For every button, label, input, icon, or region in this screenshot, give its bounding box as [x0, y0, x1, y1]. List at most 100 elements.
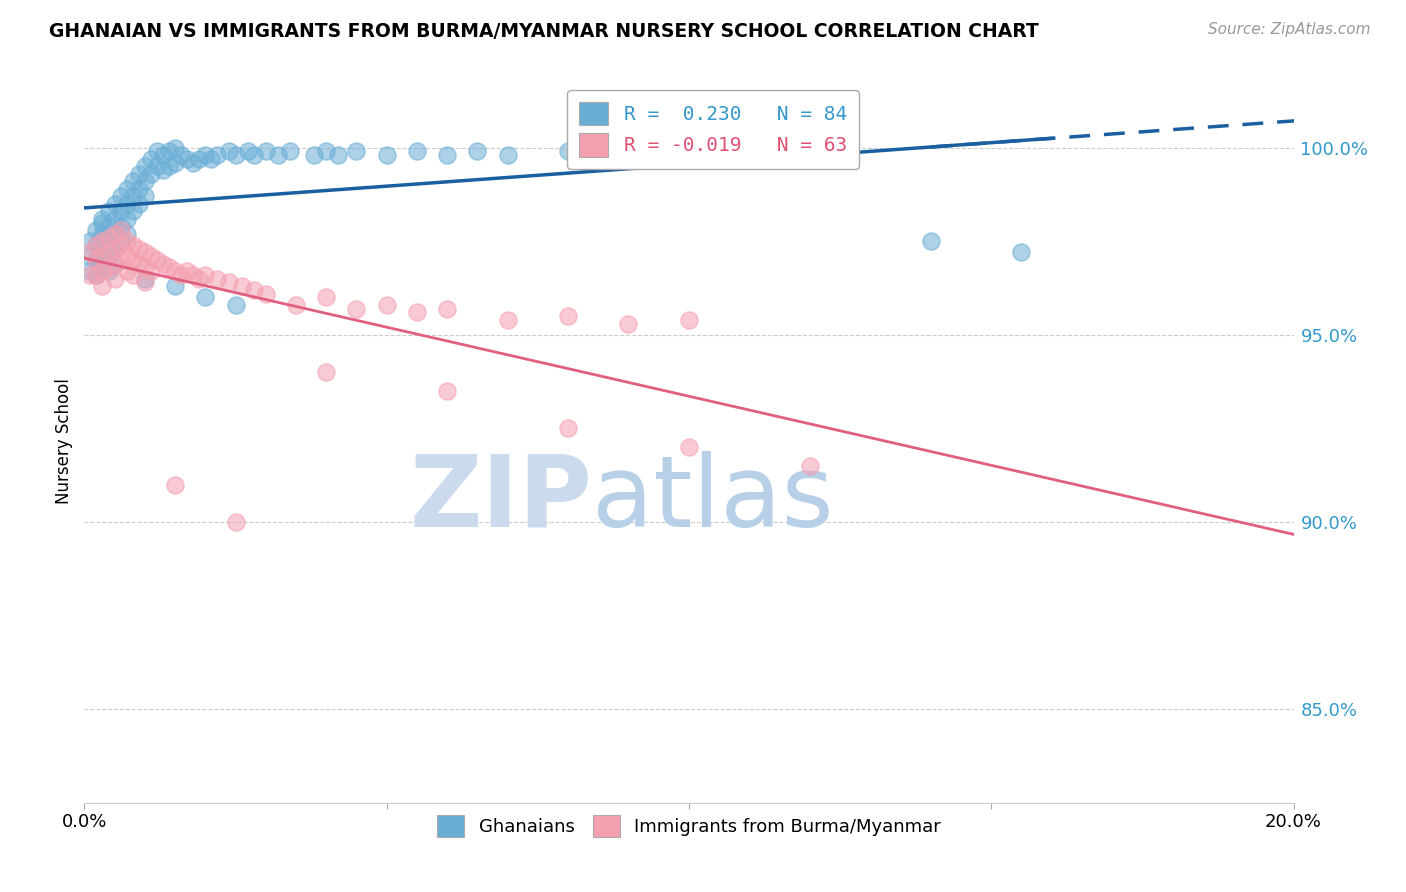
Text: atlas: atlas — [592, 450, 834, 548]
Point — [115, 182, 138, 196]
Point — [799, 458, 821, 473]
Point — [128, 196, 150, 211]
Point — [121, 189, 143, 203]
Point — [157, 145, 180, 159]
Point — [97, 249, 120, 263]
Point — [236, 145, 259, 159]
Point — [134, 260, 156, 275]
Point — [165, 141, 187, 155]
Point — [181, 155, 204, 169]
Point — [121, 238, 143, 252]
Point — [207, 271, 229, 285]
Point — [467, 145, 489, 159]
Point — [278, 145, 301, 159]
Point — [115, 234, 138, 248]
Point — [91, 245, 114, 260]
Point — [194, 148, 217, 162]
Point — [678, 145, 700, 159]
Point — [557, 421, 579, 435]
Point — [152, 163, 174, 178]
Point — [115, 196, 138, 211]
Point — [139, 152, 162, 166]
Point — [134, 245, 156, 260]
Point — [134, 174, 156, 188]
Point — [121, 174, 143, 188]
Point — [104, 242, 127, 256]
Text: GHANAIAN VS IMMIGRANTS FROM BURMA/MYANMAR NURSERY SCHOOL CORRELATION CHART: GHANAIAN VS IMMIGRANTS FROM BURMA/MYANMA… — [49, 22, 1039, 41]
Point — [86, 238, 108, 252]
Point — [194, 268, 217, 282]
Legend: Ghanaians, Immigrants from Burma/Myanmar: Ghanaians, Immigrants from Burma/Myanmar — [430, 808, 948, 845]
Point — [328, 148, 350, 162]
Point — [79, 245, 101, 260]
Point — [121, 268, 143, 282]
Point — [436, 384, 458, 398]
Point — [146, 252, 169, 267]
Point — [86, 223, 108, 237]
Point — [79, 268, 101, 282]
Point — [110, 189, 132, 203]
Point — [188, 271, 211, 285]
Point — [91, 260, 114, 275]
Point — [678, 313, 700, 327]
Point — [110, 219, 132, 234]
Point — [91, 264, 114, 278]
Point — [97, 204, 120, 219]
Point — [557, 309, 579, 323]
Point — [170, 148, 193, 162]
Point — [104, 196, 127, 211]
Point — [231, 279, 253, 293]
Point — [139, 264, 162, 278]
Point — [678, 440, 700, 454]
Point — [86, 268, 108, 282]
Point — [104, 242, 127, 256]
Point — [254, 286, 277, 301]
Point — [86, 238, 108, 252]
Text: Source: ZipAtlas.com: Source: ZipAtlas.com — [1208, 22, 1371, 37]
Point — [115, 227, 138, 241]
Point — [79, 234, 101, 248]
Point — [97, 234, 120, 248]
Point — [218, 276, 240, 290]
Point — [146, 145, 169, 159]
Point — [436, 148, 458, 162]
Point — [738, 148, 761, 162]
Point — [97, 219, 120, 234]
Point — [128, 242, 150, 256]
Point — [346, 145, 368, 159]
Point — [110, 223, 132, 237]
Point — [346, 301, 368, 316]
Point — [91, 215, 114, 229]
Point — [104, 257, 127, 271]
Point — [110, 204, 132, 219]
Point — [121, 252, 143, 267]
Point — [146, 160, 169, 174]
Point — [617, 317, 640, 331]
Point — [1011, 245, 1033, 260]
Point — [86, 252, 108, 267]
Point — [496, 148, 519, 162]
Point — [91, 211, 114, 226]
Point — [91, 249, 114, 263]
Point — [115, 249, 138, 263]
Point — [200, 152, 222, 166]
Point — [104, 227, 127, 241]
Point — [254, 145, 277, 159]
Point — [176, 152, 198, 166]
Point — [128, 182, 150, 196]
Point — [97, 230, 120, 244]
Point — [91, 279, 114, 293]
Point — [406, 305, 429, 319]
Point — [110, 238, 132, 252]
Point — [315, 145, 337, 159]
Point — [315, 365, 337, 379]
Point — [188, 152, 211, 166]
Point — [86, 252, 108, 267]
Point — [218, 145, 240, 159]
Point — [165, 264, 187, 278]
Point — [436, 301, 458, 316]
Point — [242, 148, 264, 162]
Point — [139, 249, 162, 263]
Point — [152, 148, 174, 162]
Point — [139, 167, 162, 181]
